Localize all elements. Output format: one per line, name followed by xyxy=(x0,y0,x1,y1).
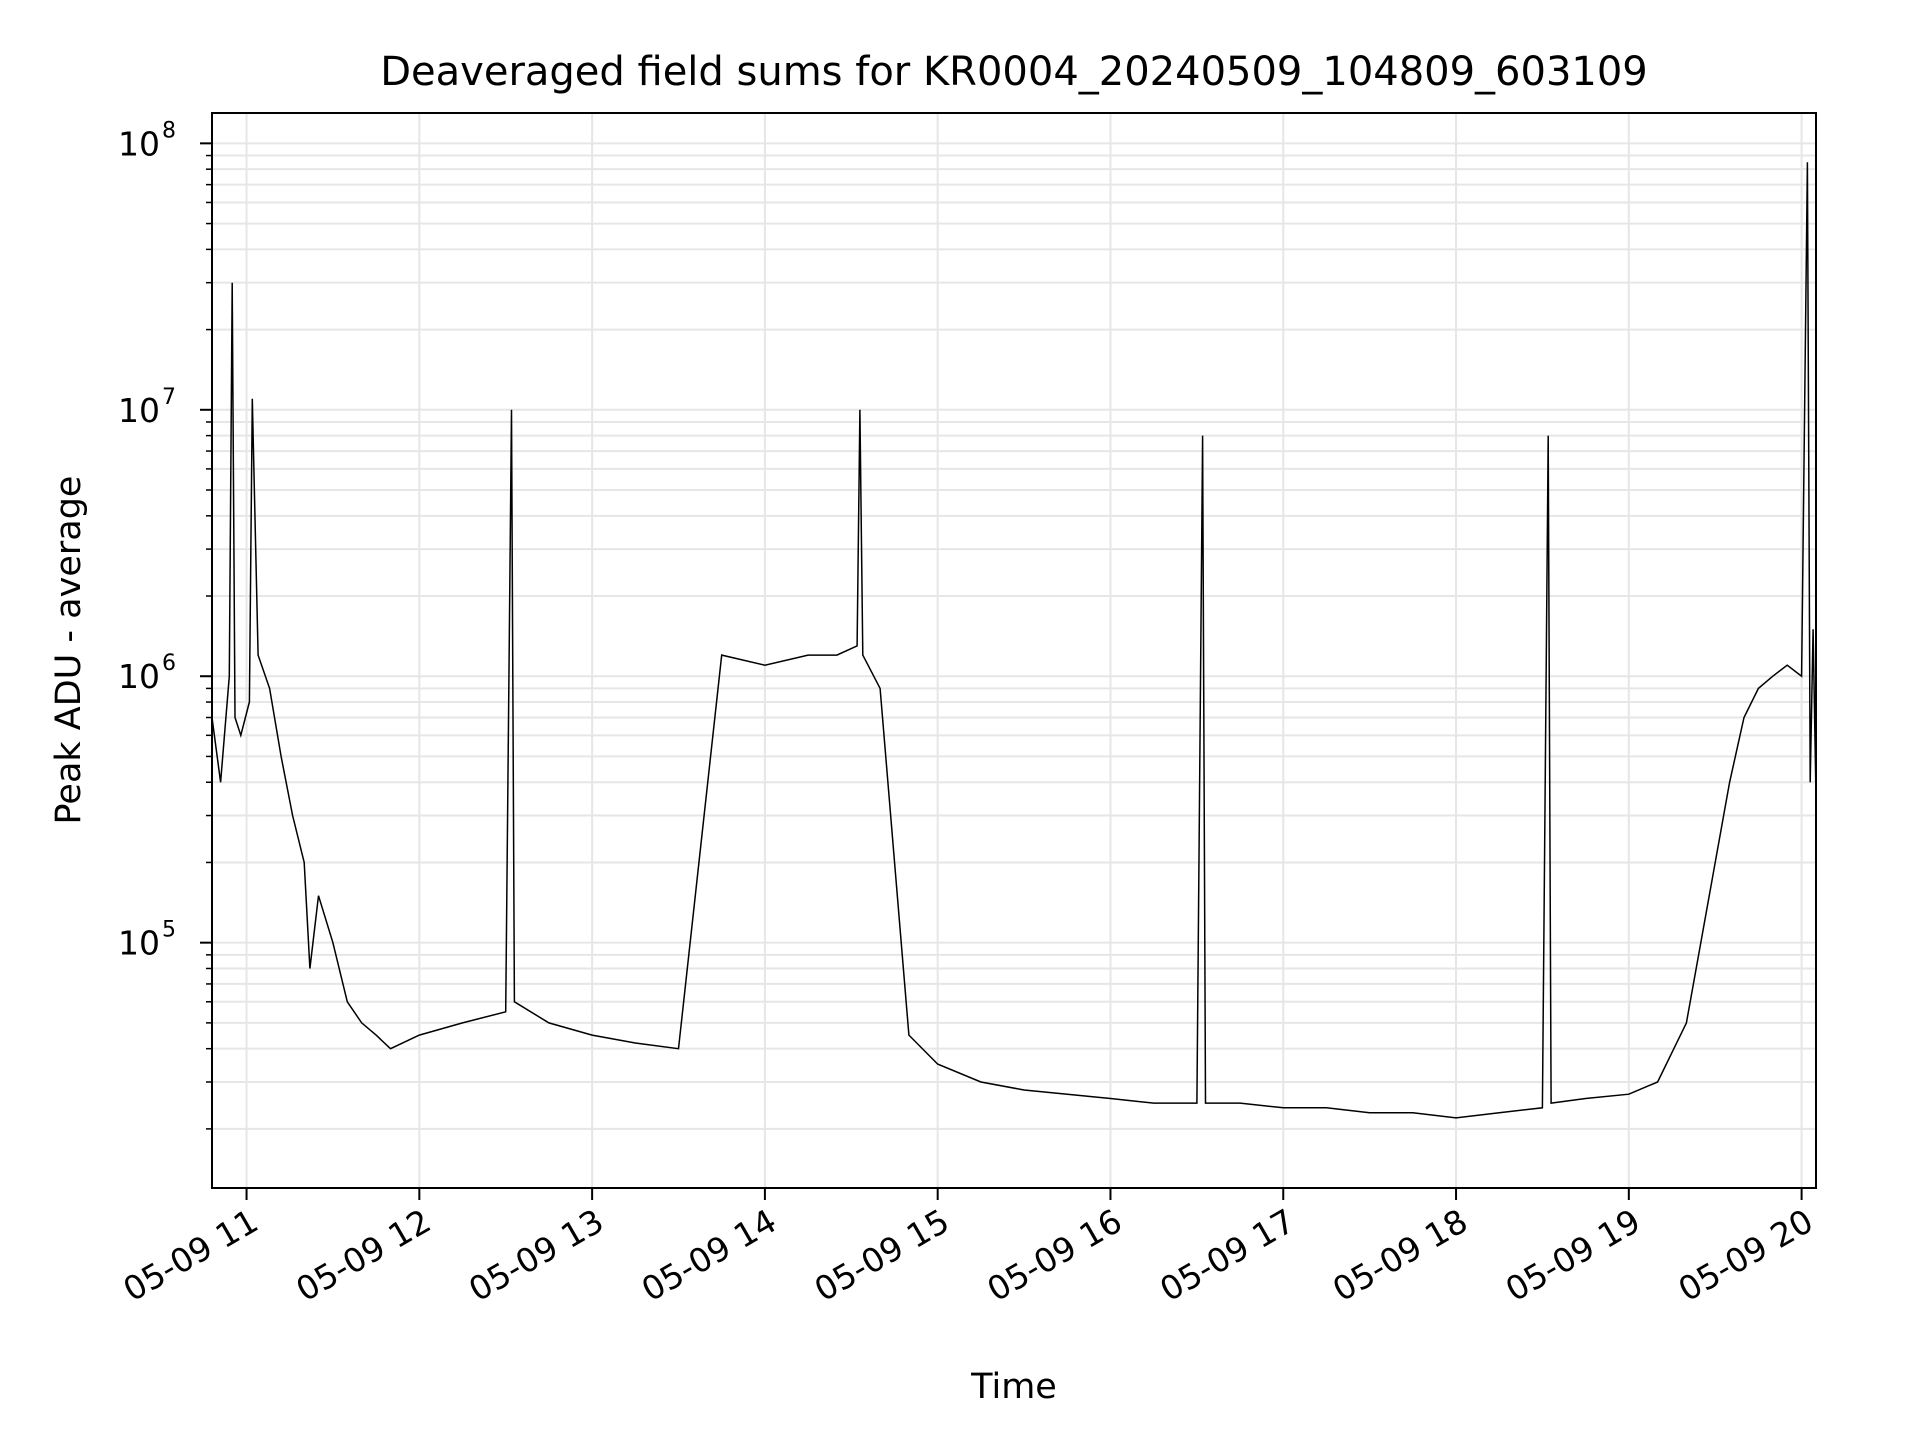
y-tick-exponent: 5 xyxy=(162,918,176,943)
x-tick-label: 05-09 16 xyxy=(980,1201,1128,1309)
x-tick-label: 05-09 13 xyxy=(462,1201,610,1309)
x-tick-label: 05-09 19 xyxy=(1499,1201,1647,1309)
chart-title: Deaveraged field sums for KR0004_2024050… xyxy=(380,49,1648,95)
y-tick-exponent: 8 xyxy=(162,118,176,143)
y-tick-base: 10 xyxy=(118,391,160,430)
axes-frame xyxy=(211,112,1817,1189)
x-tick-label: 05-09 12 xyxy=(289,1201,437,1309)
x-tick-label: 05-09 18 xyxy=(1326,1201,1474,1309)
plot-area xyxy=(211,162,1817,1119)
series-line xyxy=(211,162,1817,1119)
y-tick-label: 10 5 xyxy=(118,918,176,963)
x-axis-label: Time xyxy=(970,1367,1057,1407)
y-tick-label: 10 8 xyxy=(118,118,176,163)
x-tick-label: 05-09 11 xyxy=(117,1201,265,1309)
y-axis-label: Peak ADU - average xyxy=(49,476,89,825)
x-tick-label: 05-09 20 xyxy=(1672,1201,1820,1309)
y-tick-label: 10 6 xyxy=(118,651,176,696)
y-tick-label: 10 7 xyxy=(118,385,176,430)
y-tick-exponent: 6 xyxy=(162,651,176,676)
y-tick-exponent: 7 xyxy=(162,385,176,410)
x-tick-label: 05-09 14 xyxy=(635,1201,783,1309)
y-tick-base: 10 xyxy=(118,124,160,163)
x-tick-label: 05-09 15 xyxy=(808,1201,956,1309)
y-tick-base: 10 xyxy=(118,657,160,696)
y-tick-base: 10 xyxy=(118,924,160,963)
x-tick-label: 05-09 17 xyxy=(1153,1201,1301,1309)
x-axis: 05-09 11 05-09 12 05-09 13 05-09 14 05-09 15… xyxy=(117,1188,1820,1309)
grid xyxy=(212,113,1816,1188)
